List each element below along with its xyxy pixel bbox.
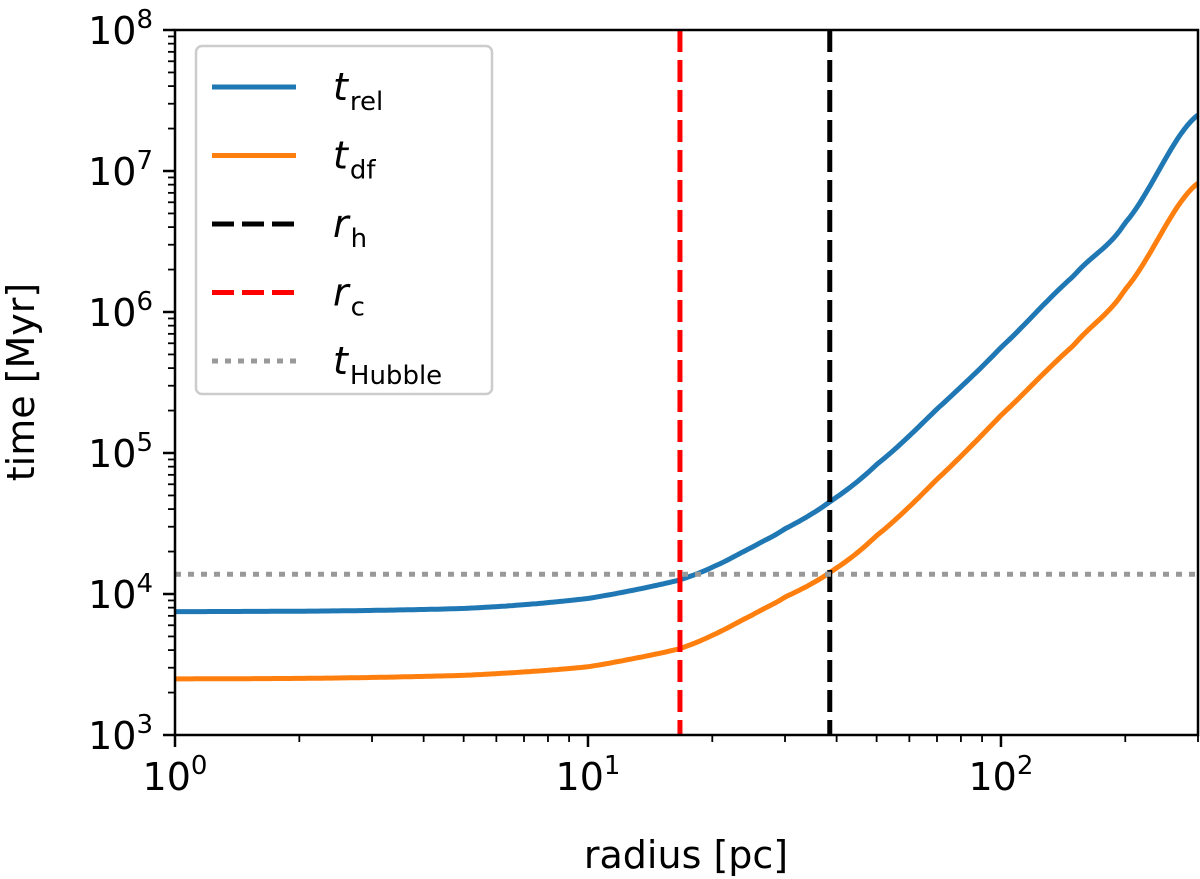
y-axis-label: time [Myr]	[0, 283, 43, 481]
y-tick-label: 105	[88, 428, 153, 476]
x-tick-label: 101	[556, 751, 621, 799]
legend-box	[194, 44, 494, 396]
series-t-df-line	[175, 181, 1200, 682]
series-layer	[175, 30, 1200, 735]
legend-label-r-c: rc	[333, 271, 365, 323]
x-tick-label: 100	[143, 751, 208, 799]
y-tick-label: 103	[88, 710, 153, 758]
y-tick-label: 106	[88, 287, 153, 335]
y-tick-label: 108	[88, 5, 153, 53]
ticks-layer: 100 101 102 103 104 105 106 107 108	[88, 5, 1199, 799]
y-tick-label: 104	[88, 569, 153, 617]
x-axis-label: radius [pc]	[584, 833, 788, 877]
legend-label-t-rel: trel	[333, 65, 383, 117]
legend-label-r-h: rh	[333, 202, 367, 254]
y-tick-label: 107	[88, 146, 153, 194]
legend-label-t-hubble: tHubble	[333, 339, 442, 391]
legend-label-t-df: tdf	[333, 134, 376, 186]
series-t-rel-line	[175, 112, 1200, 615]
x-tick-label: 102	[969, 751, 1034, 799]
plot-frame	[173, 28, 1200, 737]
legend: trel tdf rh rc tHubble	[194, 44, 494, 396]
